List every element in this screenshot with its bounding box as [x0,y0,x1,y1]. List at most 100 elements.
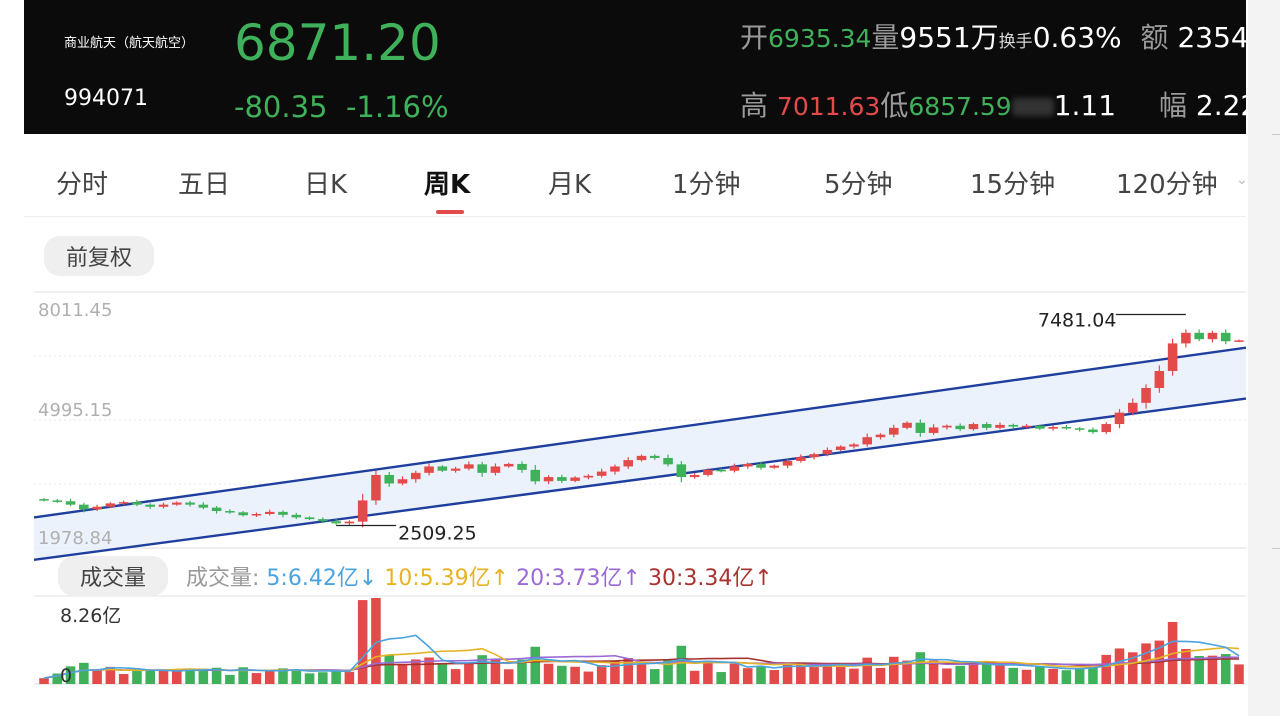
candle-body [942,425,952,428]
volume-bar [52,673,63,684]
amplitude-value: 2.22% [1195,89,1246,122]
candle-body [663,457,673,465]
amount-value: 2354 [1177,21,1246,54]
volume-min-label: 0 [60,665,72,687]
candle-body [729,466,740,471]
candle-body [344,521,355,524]
candle-body [915,422,926,433]
volume-bar [424,657,434,684]
volume-bar [1207,655,1218,684]
candle-body [1008,424,1019,427]
edge-mark [1272,548,1280,549]
price-change: -80.35 -1.16% [234,90,449,124]
candle-body [424,466,434,473]
candle-body [464,464,474,469]
tab-daily-k[interactable]: 日K [304,170,348,200]
volume-bar [756,665,766,684]
candle-body [1154,370,1165,388]
chevron-down-icon[interactable]: ⌄ [1236,172,1246,188]
volume-bar [902,660,912,684]
low-price-label: 2509.25 [398,522,477,544]
candle-body [623,460,634,467]
volume-bar [1194,655,1204,684]
volume-bar [1101,654,1112,684]
tab-15min[interactable]: 15分钟 [970,170,1056,200]
candle-body [1114,412,1125,425]
y-tick-label: 1978.84 [38,528,112,549]
volume-bar [1234,664,1244,684]
candle-body [503,463,514,467]
arrow-up-icon: ↑ [622,566,641,591]
candle-body [92,506,102,510]
candle-body [570,477,580,481]
candle-body [39,499,49,501]
volume-bar [623,657,634,684]
tab-120min[interactable]: 120分钟 [1116,170,1218,200]
change-value: -80.35 [234,90,328,124]
candle-body [517,463,527,470]
volume-bar [769,670,780,684]
tab-intraday[interactable]: 分时 [56,170,109,200]
candle-body [1035,425,1045,429]
ratio-value: 1.11 [1053,89,1117,122]
candle-body [862,437,873,445]
arrow-up-icon: ↑ [754,566,773,591]
volume-panel-title[interactable]: 成交量 [58,556,169,596]
volume-bar [703,660,713,684]
volume-bar [517,659,527,684]
candle-body [304,517,315,520]
candle-body [1021,425,1032,428]
candle-body [1061,427,1072,429]
volume-bar [304,673,315,684]
open-value: 6935.34 [768,24,872,53]
candle-body [822,449,833,455]
candle-body [278,511,288,515]
candle-body [1141,387,1151,403]
candle-body [530,469,541,482]
amplitude-label: 幅 [1158,89,1187,122]
volume-bar [1141,643,1151,684]
volume-value: 9551万 [899,21,999,54]
candle-body [1167,343,1178,371]
candle-body [264,511,275,515]
volume-bar [410,659,421,684]
candlestick-chart[interactable]: 8011.45 4995.15 1978.84 7481.04 2509.25 8.26亿… [24,256,1246,716]
volume-bar [888,656,899,684]
stock-name: 商业航天（航天航空） [64,36,195,51]
y-tick-label: 4995.15 [38,400,112,421]
volume-bar [716,672,726,684]
volume-bar [875,667,886,684]
high-value: 7011.63 [776,92,881,121]
volume-bar [676,645,687,684]
candle-body [450,468,461,471]
tab-1min[interactable]: 1分钟 [672,170,741,200]
volume-bar [503,669,514,684]
candle-body [1234,340,1244,342]
tab-5min[interactable]: 5分钟 [824,170,893,200]
volume-bar [1181,648,1191,684]
tab-weekly-k[interactable]: 周K [424,170,471,200]
turnover-label: 换手 [998,32,1033,52]
volume-bar [1127,652,1138,684]
tab-five-day[interactable]: 五日 [178,170,231,200]
candle-body [1127,402,1138,413]
adjust-type-button[interactable]: 前复权 [44,236,155,276]
stock-code: 994071 [64,86,148,111]
high-price-label: 7481.04 [1038,310,1117,332]
candle-body [52,500,63,502]
candle-body [1194,332,1204,340]
candle-body [371,474,381,501]
volume-max-label: 8.26亿 [60,605,121,627]
volume-bar [995,664,1005,684]
right-edge-panel [1248,0,1280,716]
volume-bar [809,666,819,684]
volume-bar [636,663,647,684]
ma30-value: 30:3.34亿 [647,566,755,591]
volume-bar [543,663,554,684]
candle-body [583,475,594,478]
tab-monthly-k[interactable]: 月K [548,170,592,200]
candle-body [756,463,766,468]
candle-body [769,465,780,468]
volume-bar [490,659,501,684]
volume-bar [862,657,873,684]
